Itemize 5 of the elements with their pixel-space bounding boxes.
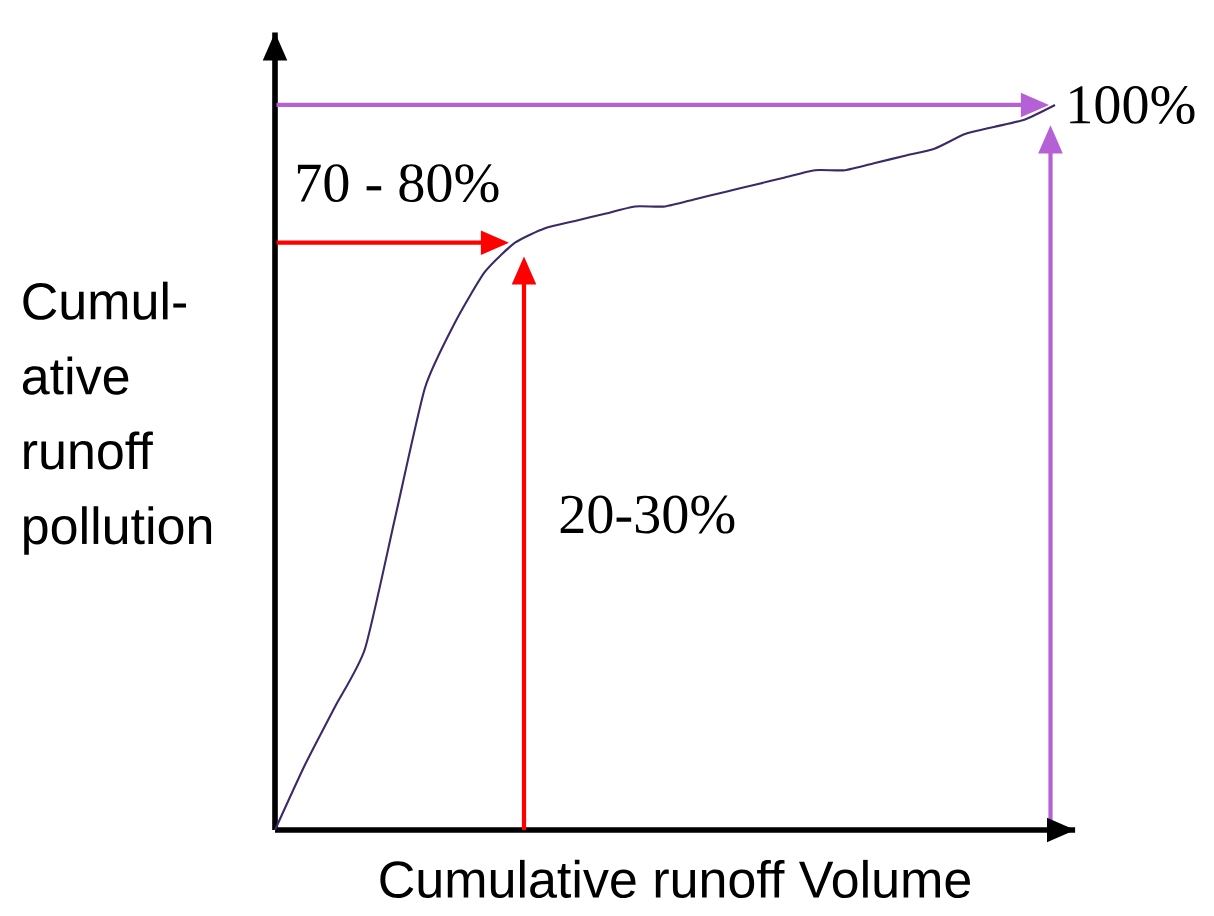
annotation: 70 - 80%: [297, 164, 499, 203]
annotation: 20-30%: [560, 495, 735, 534]
x-axis-title: Cumulative runoff Volume: [380, 859, 971, 899]
y-axis-title: Cumul-ative runoff pollution: [22, 281, 212, 555]
annotation: 100%: [1070, 85, 1195, 125]
